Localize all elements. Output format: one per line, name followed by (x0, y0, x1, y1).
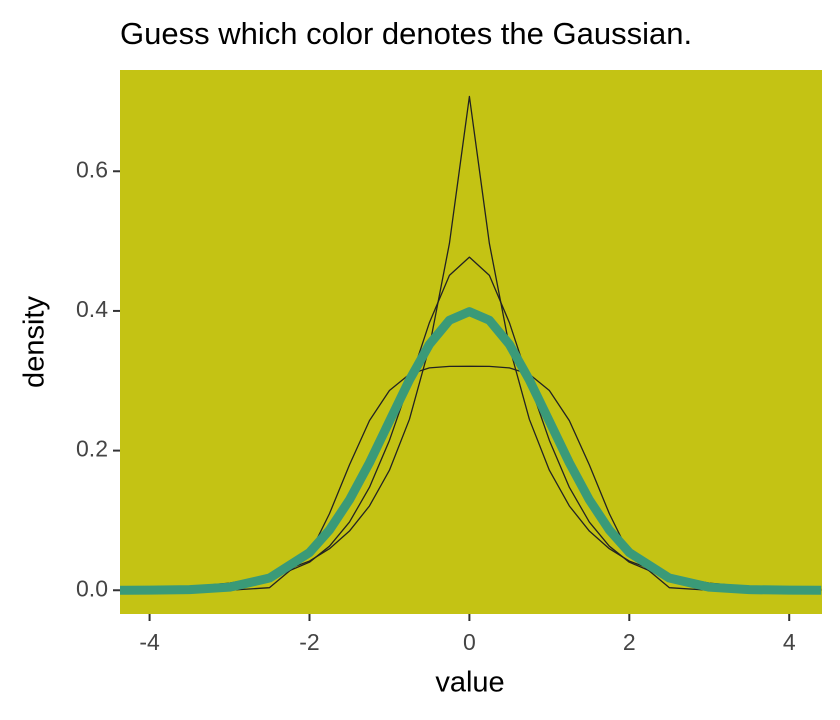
x-tick-label: 4 (783, 629, 796, 655)
plot-panel (120, 70, 822, 614)
x-tick-label: 0 (463, 629, 476, 655)
x-axis-label: value (435, 667, 504, 699)
y-tick-label: 0.2 (76, 436, 108, 462)
x-tick-label: 2 (623, 629, 636, 655)
x-tick-label: -2 (299, 629, 319, 655)
y-tick-label: 0.4 (76, 296, 108, 322)
y-tick-label: 0.0 (76, 575, 108, 601)
density-line (120, 365, 822, 591)
x-tick-label: -4 (139, 629, 160, 655)
density-line (120, 307, 822, 595)
y-axis-label: density (19, 296, 51, 388)
y-tick-label: 0.6 (76, 156, 108, 182)
chart-title: Guess which color denotes the Gaussian. (120, 16, 692, 51)
